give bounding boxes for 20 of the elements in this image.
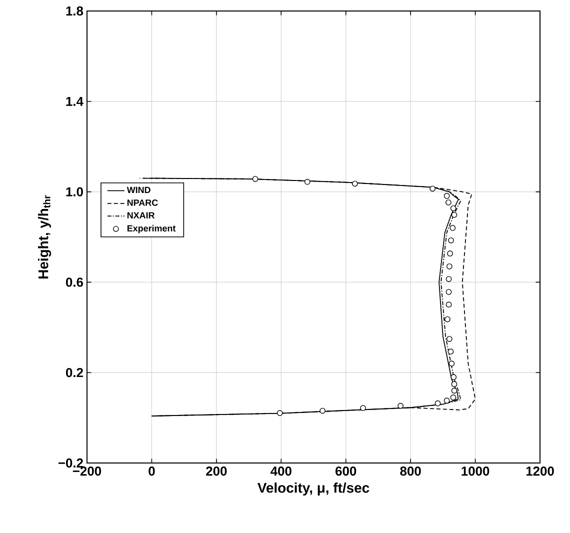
y-tick-label: −0.2 [58, 458, 83, 468]
y-axis-title: Height, y/h$_{thr}$ [38, 195, 52, 278]
x-tick-label: 0 [148, 466, 155, 476]
x-tick-label: 1200 [526, 466, 554, 476]
x-tick-label: 600 [336, 466, 356, 476]
x-tick-label: 1000 [462, 466, 490, 476]
x-axis-title: Velocity, μ, ft/sec [258, 482, 370, 496]
x-tick-label: 400 [270, 466, 292, 476]
x-tick-label: 200 [206, 466, 227, 476]
y-tick-label: 1.4 [66, 96, 84, 106]
y-tick-label: 0.6 [66, 278, 84, 287]
legend-label: NPARC [127, 200, 158, 206]
legend-label: WIND [126, 186, 150, 194]
legend-label: NXAIR [127, 212, 155, 218]
y-tick-label: 0.2 [66, 368, 83, 378]
legend-label: Experiment [127, 224, 176, 234]
y-tick-label: 1.0 [66, 187, 83, 196]
x-tick-label: 800 [400, 466, 421, 476]
y-tick-label: 1.8 [66, 6, 84, 16]
x-tick-label: −200 [72, 466, 102, 476]
